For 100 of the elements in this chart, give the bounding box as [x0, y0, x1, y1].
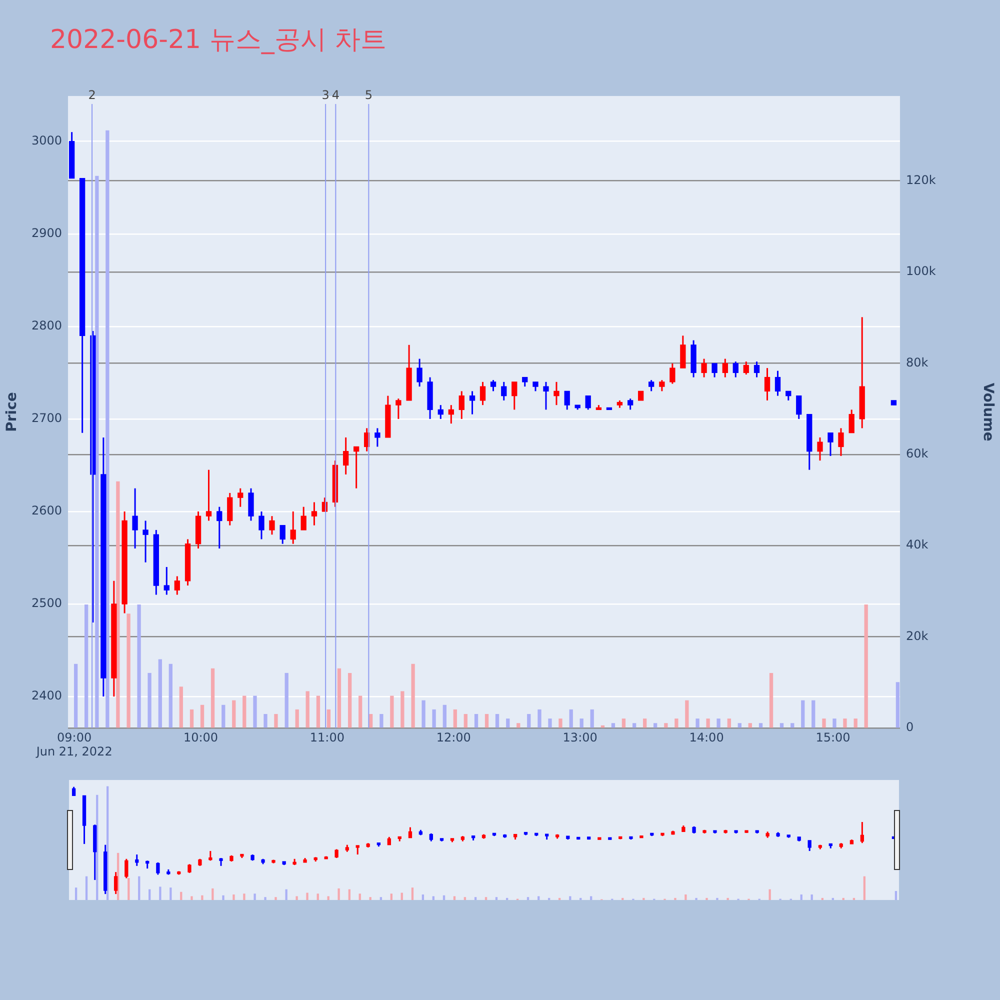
y2-tick-label: 40k: [906, 538, 928, 552]
y2-tick-label: 100k: [906, 264, 936, 278]
bar: [453, 709, 457, 728]
bar: [790, 723, 794, 728]
bar: [622, 718, 626, 728]
bar: [232, 700, 236, 728]
bar: [95, 176, 99, 728]
bar: [474, 714, 478, 728]
bar: [685, 700, 689, 728]
bar: [116, 481, 120, 728]
bar: [748, 723, 752, 728]
bar: [696, 718, 700, 728]
bar: [822, 718, 826, 728]
bar: [411, 664, 415, 728]
bar: [801, 700, 805, 728]
x-tick-label: 12:00: [436, 730, 471, 744]
bar: [168, 664, 172, 728]
bar: [284, 672, 288, 728]
bar: [769, 672, 774, 728]
bar: [295, 709, 299, 728]
bar: [106, 130, 110, 728]
x-tick-label: 15:00: [816, 730, 850, 744]
y2-axis-title: Volume: [980, 382, 996, 442]
bar: [548, 718, 552, 728]
bar: [464, 714, 468, 728]
bar: [780, 723, 784, 728]
bar: [242, 696, 246, 728]
bar: [390, 696, 394, 728]
bar: [664, 723, 668, 728]
bar: [527, 714, 531, 728]
bar: [253, 696, 257, 728]
bar: [274, 714, 278, 728]
bar: [337, 668, 342, 728]
bar: [190, 709, 194, 728]
bar: [558, 718, 562, 728]
y2-tick-label: 60k: [906, 446, 928, 461]
annotation: 5: [364, 88, 373, 102]
bar: [653, 723, 658, 728]
y-tick-label: 2800: [31, 318, 62, 333]
bar: [580, 718, 584, 728]
bar: [306, 691, 310, 728]
bar: [380, 714, 384, 728]
bar: [84, 604, 88, 728]
bar: [569, 709, 573, 728]
bar: [854, 718, 858, 728]
bar: [832, 718, 836, 728]
y2-tick-label: 120k: [906, 172, 936, 187]
bar: [200, 704, 204, 728]
bar: [158, 659, 162, 728]
bar: [495, 714, 500, 728]
candlestick: [890, 400, 897, 406]
x-tick-label: 13:00: [562, 730, 598, 744]
bar: [137, 604, 141, 728]
y-tick-label: 2500: [31, 596, 62, 610]
bar: [442, 704, 446, 728]
bar: [590, 709, 594, 728]
bar: [674, 718, 678, 728]
bar: [432, 709, 436, 728]
y2-tick-label: 20k: [906, 628, 928, 643]
bar: [716, 718, 720, 728]
bar: [179, 686, 183, 728]
bar: [738, 723, 742, 728]
bar: [348, 672, 352, 728]
bar: [538, 709, 542, 728]
bar: [126, 614, 130, 728]
bar: [506, 718, 510, 728]
bar: [422, 700, 426, 728]
bar: [148, 672, 152, 728]
bar: [264, 714, 268, 728]
bar: [632, 723, 636, 728]
y-tick-label: 2900: [31, 226, 62, 240]
bar: [864, 604, 868, 728]
bar: [642, 718, 647, 728]
x-tick-label: 10:00: [183, 730, 218, 744]
y2-tick-label: 0: [906, 720, 914, 734]
bar: [896, 682, 900, 728]
y-tick-label: 2700: [31, 411, 62, 426]
y-tick-label: 2400: [31, 688, 62, 703]
annotation: 4: [332, 88, 340, 102]
bar: [316, 696, 320, 728]
x-tick-label: 11:00: [310, 730, 345, 744]
bar: [484, 714, 489, 728]
x-tick-label: 09:00 Jun 21, 2022: [35, 730, 112, 759]
y-axis-title: Price: [4, 392, 20, 432]
bar: [368, 714, 373, 728]
bar: [843, 718, 847, 728]
bar: [611, 723, 616, 728]
y2-tick-label: 80k: [906, 355, 928, 370]
annotation: 2: [88, 88, 96, 102]
x-tick-label: 14:00: [689, 730, 724, 744]
bar: [222, 704, 226, 728]
bar: [516, 723, 520, 728]
bar: [210, 668, 215, 728]
bar: [812, 700, 816, 728]
bar: [358, 696, 362, 728]
bar: [326, 709, 331, 728]
chart-title: 2022-06-21 뉴스_공시 차트: [50, 24, 387, 57]
bar: [727, 718, 731, 728]
candlestick: [638, 390, 644, 401]
bar: [706, 718, 710, 728]
